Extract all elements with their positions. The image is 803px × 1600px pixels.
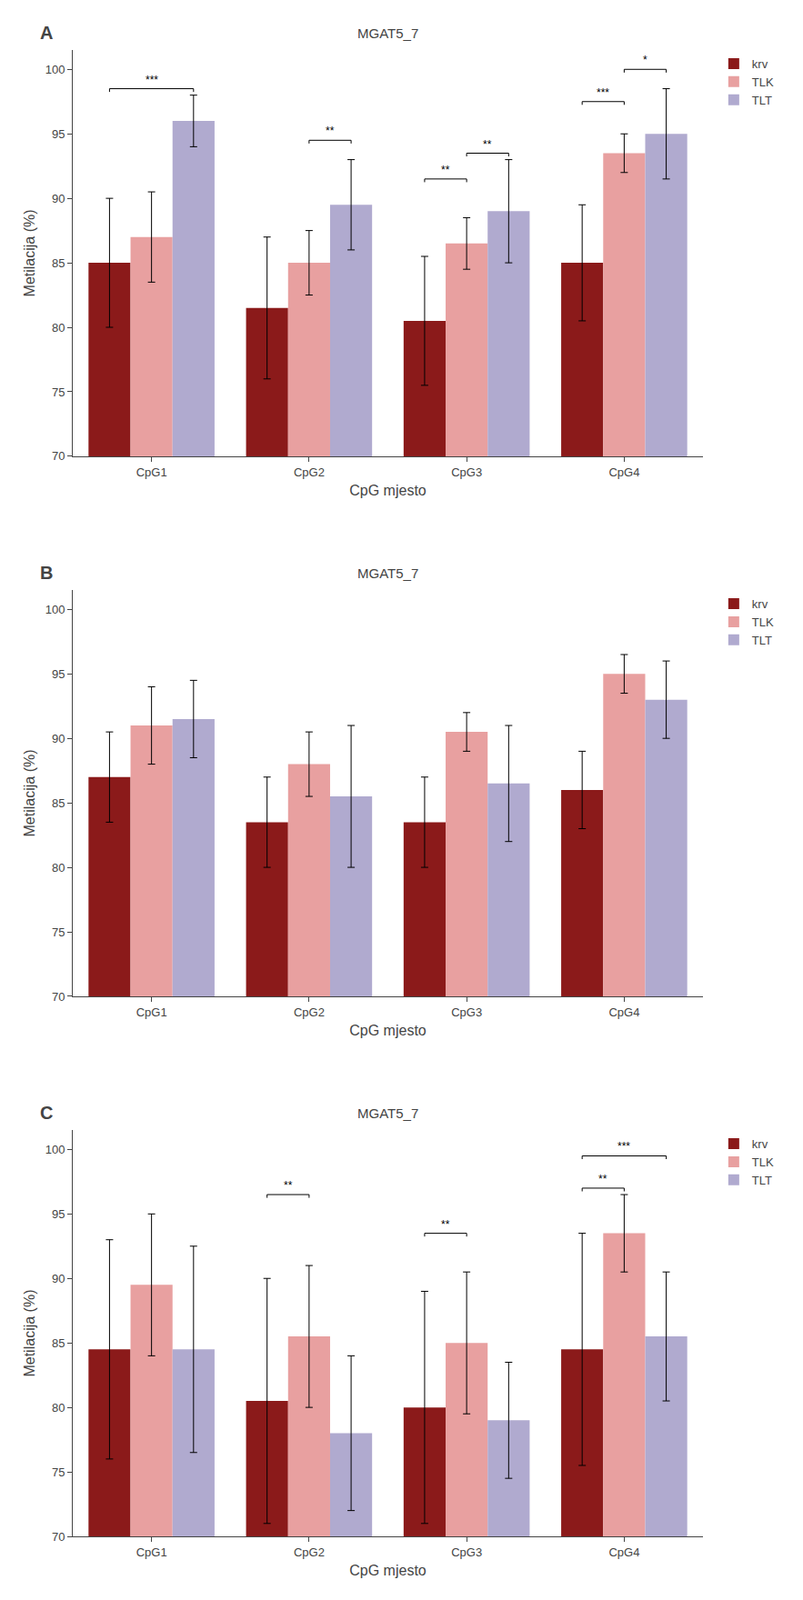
svg-text:Metilacija (%): Metilacija (%) <box>21 209 38 297</box>
svg-text:85: 85 <box>51 1336 65 1351</box>
svg-text:CpG1: CpG1 <box>136 1545 168 1560</box>
svg-text:85: 85 <box>51 796 65 811</box>
svg-text:Metilacija (%): Metilacija (%) <box>21 749 38 837</box>
svg-text:90: 90 <box>51 1272 65 1286</box>
svg-text:**: ** <box>441 1218 451 1232</box>
svg-text:**: ** <box>325 124 335 138</box>
svg-text:TLT: TLT <box>752 633 773 648</box>
svg-text:85: 85 <box>51 256 65 271</box>
svg-text:80: 80 <box>51 1401 65 1416</box>
svg-text:**: ** <box>598 1173 608 1186</box>
svg-text:CpG2: CpG2 <box>293 465 325 480</box>
svg-text:CpG mjesto: CpG mjesto <box>349 482 427 499</box>
svg-text:B: B <box>40 562 53 583</box>
svg-text:CpG3: CpG3 <box>451 1005 482 1020</box>
svg-text:TLK: TLK <box>752 1155 774 1170</box>
svg-text:70: 70 <box>51 990 65 1004</box>
svg-text:CpG2: CpG2 <box>293 1545 325 1560</box>
svg-text:CpG1: CpG1 <box>136 465 168 480</box>
svg-text:75: 75 <box>51 925 65 940</box>
svg-text:*: * <box>642 53 648 67</box>
svg-text:100: 100 <box>45 62 66 77</box>
svg-text:TLT: TLT <box>752 1174 773 1188</box>
svg-text:***: *** <box>145 73 159 87</box>
svg-text:**: ** <box>441 163 451 177</box>
svg-text:100: 100 <box>45 1143 66 1157</box>
svg-text:90: 90 <box>51 191 65 206</box>
svg-text:CpG4: CpG4 <box>608 1005 640 1020</box>
svg-text:***: *** <box>596 86 610 100</box>
svg-text:CpG4: CpG4 <box>608 1545 640 1560</box>
svg-text:**: ** <box>283 1179 293 1193</box>
svg-text:krv: krv <box>752 1137 769 1152</box>
svg-text:90: 90 <box>51 732 65 746</box>
svg-text:A: A <box>40 22 53 43</box>
svg-text:TLK: TLK <box>752 615 774 630</box>
svg-text:95: 95 <box>51 1207 65 1222</box>
svg-text:MGAT5_7: MGAT5_7 <box>357 565 419 582</box>
svg-text:CpG3: CpG3 <box>451 1545 482 1560</box>
svg-text:75: 75 <box>51 385 65 400</box>
svg-text:70: 70 <box>51 1530 65 1545</box>
svg-text:100: 100 <box>45 602 66 617</box>
svg-text:CpG mjesto: CpG mjesto <box>349 1563 427 1579</box>
svg-text:TLT: TLT <box>752 93 773 108</box>
svg-text:krv: krv <box>752 57 769 71</box>
svg-text:80: 80 <box>51 861 65 875</box>
svg-text:Metilacija (%): Metilacija (%) <box>21 1290 38 1378</box>
svg-text:**: ** <box>482 138 492 151</box>
svg-text:95: 95 <box>51 127 65 141</box>
svg-text:CpG mjesto: CpG mjesto <box>349 1023 427 1039</box>
svg-text:75: 75 <box>51 1465 65 1480</box>
svg-text:CpG3: CpG3 <box>451 465 482 480</box>
svg-text:CpG4: CpG4 <box>608 465 640 480</box>
svg-text:TLK: TLK <box>752 75 774 90</box>
svg-text:C: C <box>40 1103 53 1124</box>
svg-text:CpG2: CpG2 <box>293 1005 325 1020</box>
svg-text:70: 70 <box>51 449 65 463</box>
svg-text:95: 95 <box>51 667 65 682</box>
svg-text:MGAT5_7: MGAT5_7 <box>357 25 419 41</box>
svg-text:***: *** <box>617 1140 631 1154</box>
svg-text:MGAT5_7: MGAT5_7 <box>357 1105 419 1122</box>
svg-text:CpG1: CpG1 <box>136 1005 168 1020</box>
svg-text:80: 80 <box>51 321 65 335</box>
svg-text:krv: krv <box>752 597 769 612</box>
